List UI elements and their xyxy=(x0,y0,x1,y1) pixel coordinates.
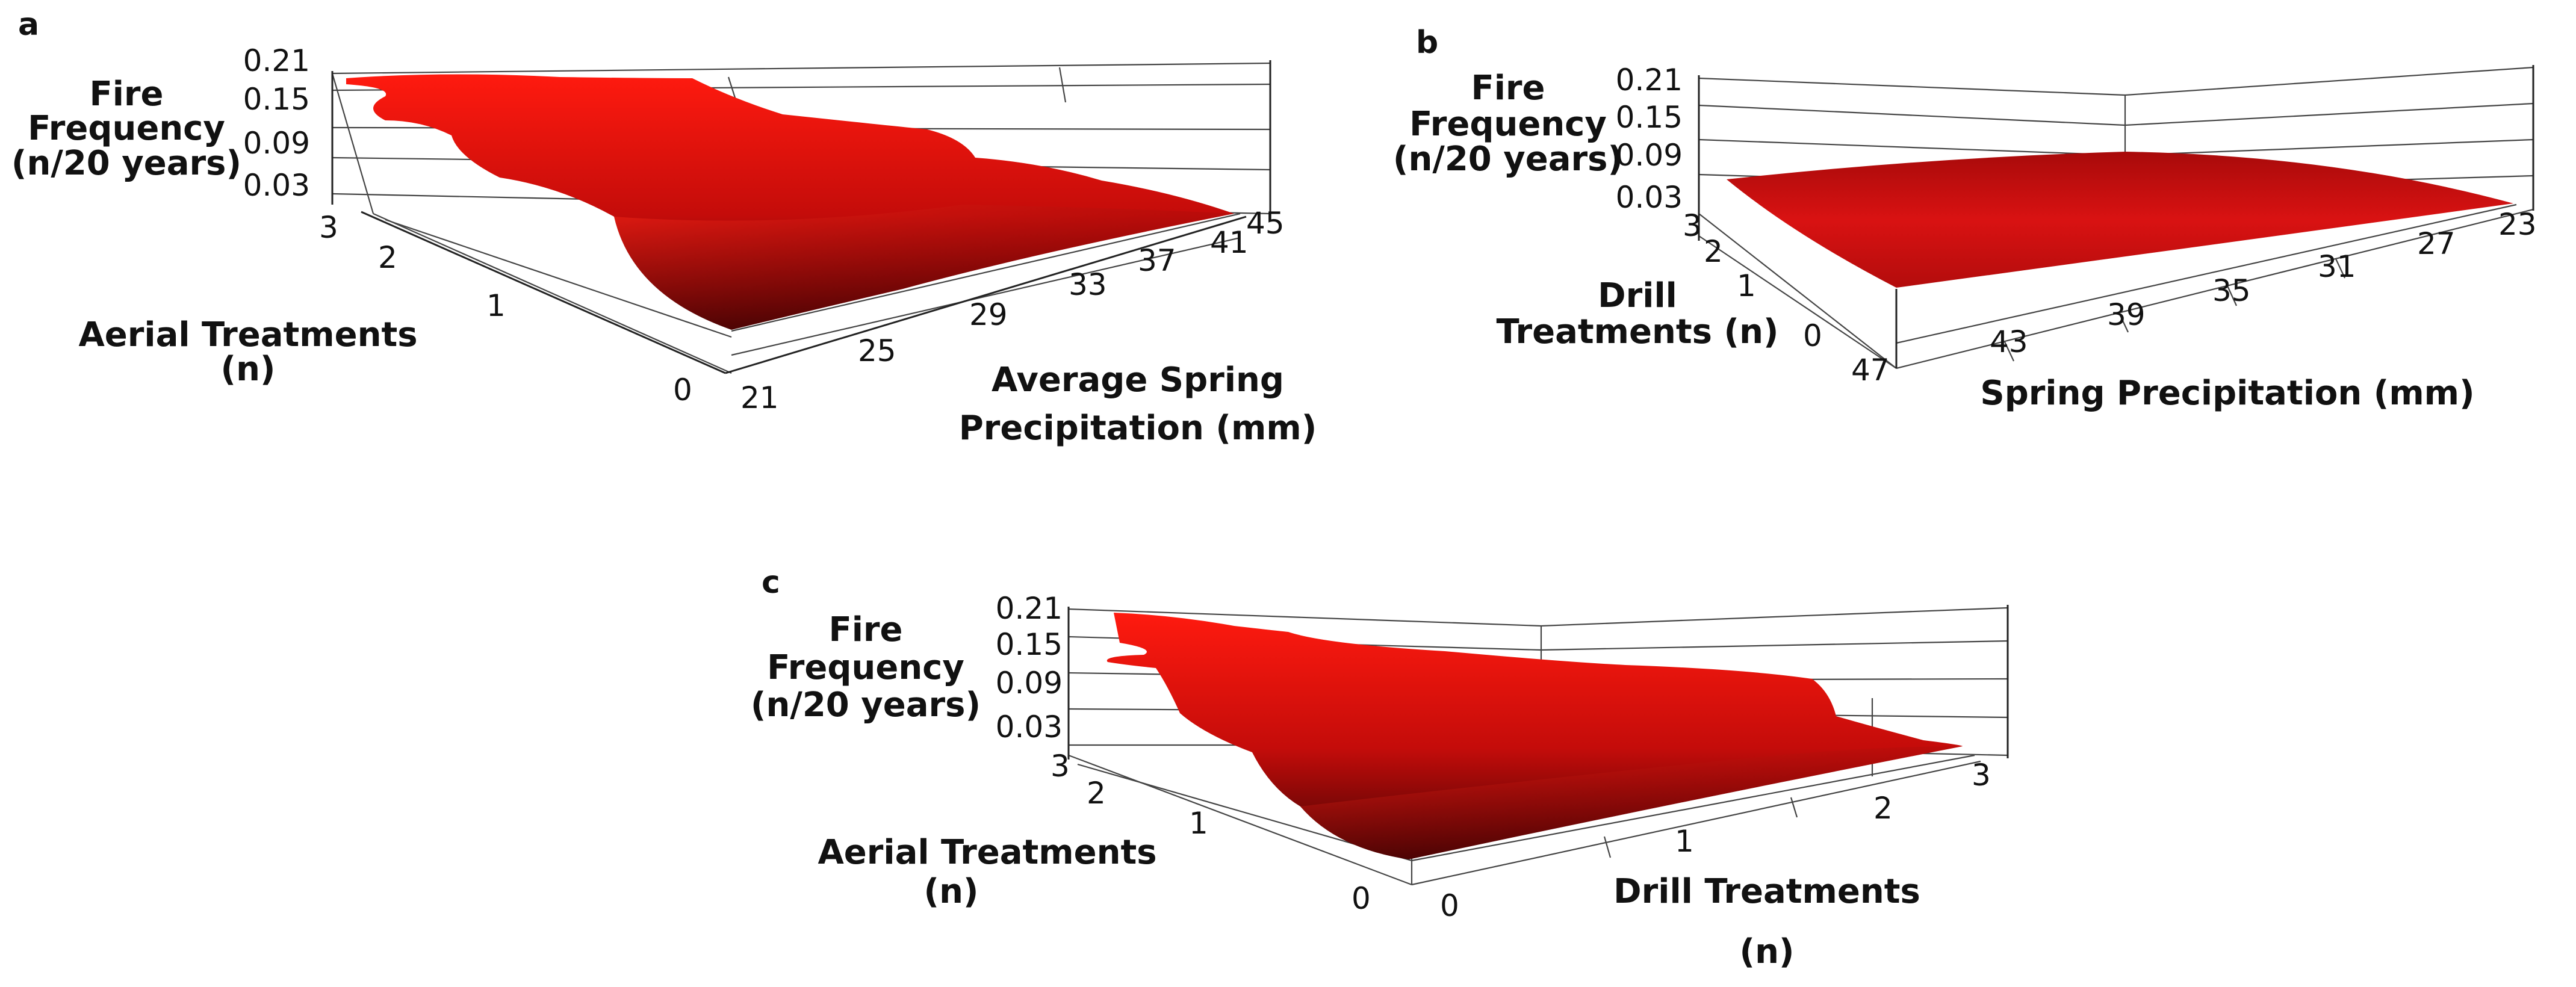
panel-c-ytick-0: 0 xyxy=(1352,881,1371,916)
panel-b-ytick-2: 2 xyxy=(1704,234,1723,269)
panel-b-xtick-47: 47 xyxy=(1851,353,1890,388)
panel-a-xlabel-line2: Precipitation (mm) xyxy=(959,409,1317,448)
panel-c-surface-shading xyxy=(1300,746,1963,859)
panel-a-zlabel-line3: (n/20 years) xyxy=(11,144,241,183)
panel-c-xtick-0: 0 xyxy=(1440,888,1459,923)
panel-a-xlabel-line1: Average Spring xyxy=(992,360,1284,400)
panel-a-surface-shading xyxy=(614,205,1234,330)
panel-a: a Fire Frequency (n/20 years) 0.21 xyxy=(11,7,1317,448)
panel-b-ytick-0: 0 xyxy=(1803,318,1822,353)
panel-c-ztick-0.21: 0.21 xyxy=(996,591,1063,626)
panel-c-zlabel-line1: Fire xyxy=(828,610,902,649)
panel-b-xtick-43: 43 xyxy=(1990,324,2028,359)
panel-b-zlabel-line2: Frequency xyxy=(1409,105,1607,144)
panel-b-ztick-0.15: 0.15 xyxy=(1616,100,1683,135)
panel-b-xtick-27: 27 xyxy=(2417,226,2456,261)
panel-b-ytick-3: 3 xyxy=(1683,208,1702,243)
panel-b-surface xyxy=(1727,152,2513,288)
panel-c-ztick-0.09: 0.09 xyxy=(996,666,1063,701)
panel-b-zlabel-line3: (n/20 years) xyxy=(1393,140,1623,179)
panel-letter-a: a xyxy=(18,7,39,43)
panel-c-zlabel-line2: Frequency xyxy=(767,648,964,687)
panel-letter-b: b xyxy=(1416,25,1438,61)
panel-b-ylabel-line1: Drill xyxy=(1598,276,1677,315)
panel-c: c Fire Frequ xyxy=(751,565,2009,971)
panel-b-ylabel-line2: Treatments (n) xyxy=(1496,312,1778,351)
panel-b-xtick-39: 39 xyxy=(2107,297,2146,332)
panel-a-xtick-33: 33 xyxy=(1069,267,1107,302)
panel-a-xtick-21: 21 xyxy=(740,380,779,415)
panel-b-axes-frame xyxy=(1698,65,2534,368)
panel-c-ytick-2: 2 xyxy=(1087,776,1106,811)
panel-b-xtick-35: 35 xyxy=(2212,273,2251,308)
panel-c-zlabel-line3: (n/20 years) xyxy=(751,685,981,725)
panel-a-ytick-1: 1 xyxy=(486,288,506,323)
panel-b-xlabel: Spring Precipitation (mm) xyxy=(1980,374,2474,413)
panel-a-ytick-3: 3 xyxy=(319,210,338,245)
panel-a-axes-frame xyxy=(331,60,1271,374)
panel-letter-c: c xyxy=(762,565,780,601)
panel-a-ylabel-line1: Aerial Treatments xyxy=(78,315,417,354)
panel-a-zlabel-line1: Fire xyxy=(89,75,163,114)
panel-c-xtick-3: 3 xyxy=(1972,758,1991,793)
panel-a-ztick-0.15: 0.15 xyxy=(243,82,310,117)
panel-a-xtick-41: 41 xyxy=(1210,225,1249,260)
panel-c-ylabel-line2: (n) xyxy=(923,872,978,911)
panel-b: b Fire Frequency (n/ xyxy=(1393,25,2537,413)
panel-b-ztick-0.03: 0.03 xyxy=(1616,180,1683,215)
panel-c-ylabel-line1: Aerial Treatments xyxy=(818,833,1156,872)
panel-a-surface xyxy=(346,74,1234,330)
panel-a-ztick-0.09: 0.09 xyxy=(243,126,310,161)
panel-b-xtick-31: 31 xyxy=(2318,249,2356,284)
panel-c-ytick-1: 1 xyxy=(1189,806,1208,841)
panel-c-xlabel-line1: Drill Treatments xyxy=(1613,872,1920,911)
panel-c-axes-frame xyxy=(1067,605,2009,760)
panel-a-xtick-37: 37 xyxy=(1138,243,1176,278)
panel-c-xlabel-line2: (n) xyxy=(1739,932,1794,971)
panel-c-xtick-1: 1 xyxy=(1675,824,1694,859)
panel-b-xtick-23: 23 xyxy=(2498,207,2537,242)
panel-b-ztick-0.09: 0.09 xyxy=(1616,138,1683,173)
panel-c-ytick-3: 3 xyxy=(1051,749,1070,784)
panel-a-ytick-0: 0 xyxy=(673,373,692,407)
panel-b-ytick-1: 1 xyxy=(1737,268,1756,303)
panel-a-zlabel-line2: Frequency xyxy=(28,109,225,148)
panel-b-zlabel-line1: Fire xyxy=(1471,69,1545,108)
panel-c-ztick-0.03: 0.03 xyxy=(996,710,1063,744)
panel-a-ztick-0.21: 0.21 xyxy=(243,43,310,78)
panel-c-xtick-2: 2 xyxy=(1873,791,1893,826)
panel-a-xtick-29: 29 xyxy=(969,297,1008,332)
panel-a-xtick-45: 45 xyxy=(1246,206,1285,241)
panel-a-ztick-0.03: 0.03 xyxy=(243,168,310,203)
panel-b-ztick-0.21: 0.21 xyxy=(1616,63,1683,97)
panel-a-ylabel-line2: (n) xyxy=(220,350,275,389)
panel-c-surface xyxy=(1106,613,1963,859)
panel-c-ztick-0.15: 0.15 xyxy=(996,627,1063,662)
panel-a-xtick-25: 25 xyxy=(858,333,896,368)
panel-a-ytick-2: 2 xyxy=(378,240,397,275)
